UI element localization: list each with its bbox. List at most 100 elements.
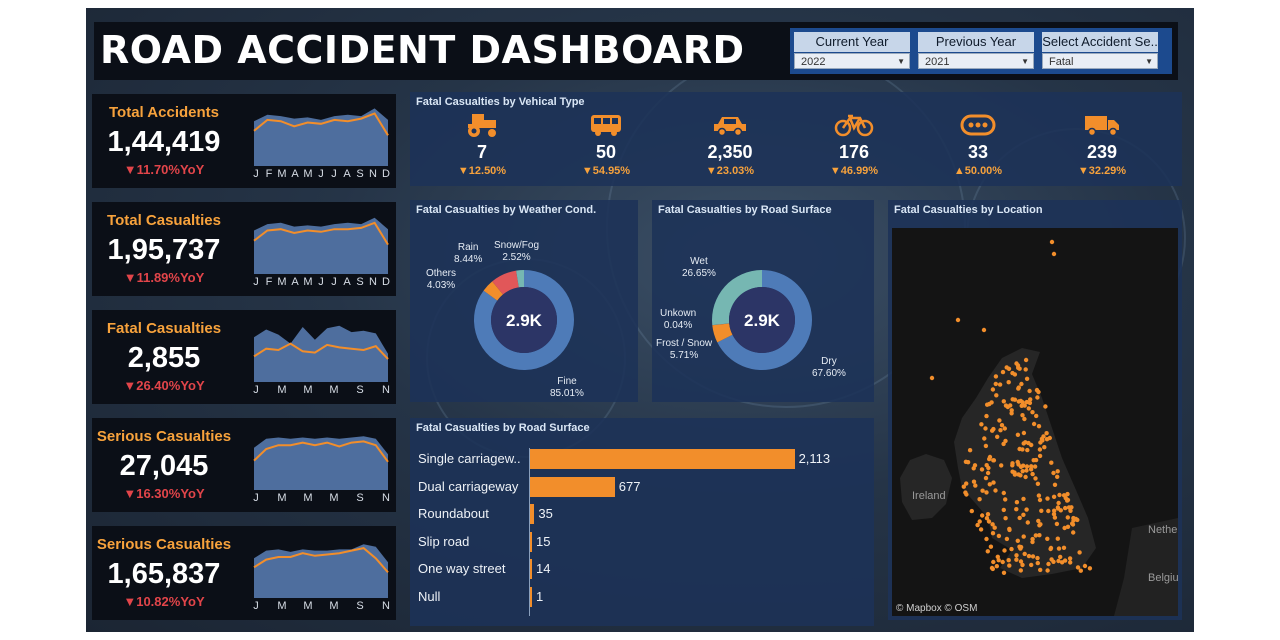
accident-severity-filter[interactable]: Select Accident Se.. Fatal ▼ — [1042, 32, 1158, 70]
casualty-point — [1021, 463, 1026, 468]
bar-value-label: 14 — [536, 561, 551, 576]
filter-label: Select Accident Se.. — [1042, 32, 1158, 52]
current-year-line — [253, 112, 389, 136]
casualty-point — [1015, 432, 1021, 437]
casualty-point — [978, 527, 984, 532]
month-tick: N — [382, 600, 390, 612]
previous-year-area — [254, 325, 388, 382]
casualty-point — [1010, 469, 1015, 474]
casualty-point — [1006, 380, 1011, 385]
casualty-point — [984, 490, 989, 495]
vehicle-item: 2,350 ▼23.03% — [670, 112, 790, 177]
casualty-point — [1043, 404, 1048, 409]
casualty-point — [1016, 472, 1021, 477]
great-britain-landmass — [954, 348, 1096, 578]
map-canvas[interactable] — [892, 228, 1178, 616]
month-tick: S — [356, 276, 364, 288]
casualty-point — [1068, 560, 1073, 565]
kpi-value: 1,65,837 — [107, 558, 221, 590]
casualty-point — [1030, 539, 1035, 545]
bar[interactable] — [530, 504, 535, 524]
month-tick: M — [329, 600, 339, 612]
truck-icon — [1085, 116, 1119, 137]
casualty-point — [1039, 508, 1044, 513]
current-year-line — [253, 440, 389, 463]
title-bar: ROAD ACCIDENT DASHBOARD Current Year 202… — [94, 22, 1178, 80]
casualty-point — [1031, 421, 1037, 427]
dashboard: ROAD ACCIDENT DASHBOARD Current Year 202… — [86, 8, 1194, 632]
bar-row: One way street 14 — [410, 558, 870, 580]
slice-value: 67.60% — [812, 368, 846, 379]
previous-year-select[interactable]: 2021 ▼ — [918, 53, 1034, 69]
current-year-line — [253, 342, 389, 360]
casualty-point — [1002, 426, 1007, 431]
casualty-point — [1052, 508, 1057, 513]
kpi-yoy: ▼10.82%YoY — [123, 594, 205, 609]
casualty-point — [1019, 381, 1024, 387]
casualty-point — [1003, 516, 1008, 521]
kpi-value: 27,045 — [119, 450, 209, 482]
bar[interactable] — [530, 449, 795, 469]
panel-title: Fatal Casualties by Location — [894, 204, 1043, 216]
previous-year-area — [254, 436, 388, 490]
bar[interactable] — [530, 586, 532, 607]
previous-year-filter[interactable]: Previous Year 2021 ▼ — [918, 32, 1034, 70]
bar[interactable] — [530, 476, 615, 497]
kpi-yoy: ▼16.30%YoY — [123, 486, 205, 501]
vehicle-yoy: ▼46.99% — [829, 165, 879, 177]
casualty-points — [929, 239, 1093, 575]
slice-label-unkown: Unkown 0.04% — [660, 308, 696, 332]
casualty-point — [997, 418, 1002, 423]
chevron-down-icon[interactable]: ▼ — [1145, 57, 1153, 66]
accident-severity-select[interactable]: Fatal ▼ — [1042, 53, 1158, 69]
month-tick: M — [329, 492, 339, 504]
month-tick: M — [303, 600, 313, 612]
month-tick: D — [382, 276, 390, 288]
kpi-label: Total Accidents — [108, 104, 220, 121]
chevron-down-icon[interactable]: ▼ — [897, 57, 905, 66]
casualty-point — [1029, 464, 1034, 469]
casualty-point — [1041, 434, 1046, 439]
casualty-point — [971, 466, 976, 471]
bar[interactable] — [530, 559, 532, 579]
vehicle-item: 50 ▼54.95% — [546, 112, 666, 177]
bar[interactable] — [530, 531, 532, 552]
month-tick: M — [277, 600, 287, 612]
filter-label: Current Year — [794, 32, 910, 52]
month-tick: N — [369, 168, 377, 180]
chevron-down-icon[interactable]: ▼ — [1021, 57, 1029, 66]
casualty-point — [1020, 562, 1025, 568]
donut-slice-unkown — [712, 323, 730, 326]
kpi-card: Fatal Casualties 2,855 ▼26.40%YoY J M M M S N — [92, 310, 396, 404]
current-year-select[interactable]: 2022 ▼ — [794, 53, 910, 69]
casualty-point — [1021, 496, 1026, 502]
slice-label-snow-fog: Snow/Fog 2.52% — [494, 240, 539, 264]
current-year-filter[interactable]: Current Year 2022 ▼ — [794, 32, 910, 70]
month-tick: A — [343, 276, 351, 288]
panel-title: Fatal Casualties by Vehical Type — [416, 96, 585, 108]
casualty-point — [1027, 400, 1033, 406]
location-map-panel: Fatal Casualties by Location Ireland Net… — [888, 200, 1182, 620]
casualty-point — [1065, 515, 1070, 520]
kpi-value: 1,95,737 — [107, 234, 221, 266]
casualty-point — [1026, 406, 1031, 411]
kpi-yoy: ▼11.89%YoY — [123, 270, 205, 285]
kpi-label: Total Casualties — [107, 212, 221, 229]
kpi-value: 1,44,419 — [107, 126, 221, 158]
donut-center-value: 2.9K — [506, 311, 543, 330]
casualty-point — [1037, 497, 1043, 503]
location-map[interactable]: Ireland Nethe Belgiu © Mapbox © OSM — [892, 228, 1178, 616]
casualty-point — [983, 426, 988, 431]
vehicle-item: 33 ▲50.00% — [918, 112, 1038, 177]
bar-category-label: Null — [418, 588, 441, 604]
casualty-point — [1033, 476, 1038, 481]
casualty-point — [1037, 453, 1043, 459]
bar-axis — [529, 448, 530, 616]
casualty-point — [963, 459, 969, 464]
casualty-point — [996, 558, 1001, 563]
donut-center-value: 2.9K — [744, 311, 781, 330]
month-tick: N — [382, 384, 390, 396]
